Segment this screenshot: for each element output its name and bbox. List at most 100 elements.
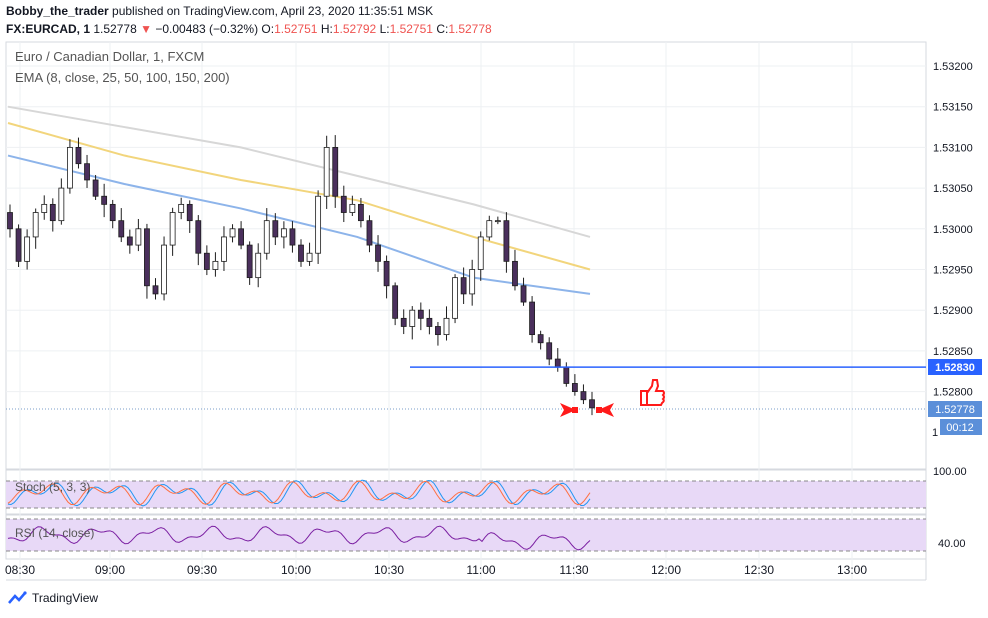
candle-body (426, 317, 433, 327)
stoch-lines (7, 479, 591, 507)
price-tick-label: 1.52800 (933, 387, 973, 399)
countdown-label: 00:12 (946, 422, 974, 434)
time-tick-label: 10:00 (281, 563, 311, 577)
price-tick-label: 1.52950 (933, 265, 973, 277)
instrument-legend[interactable]: Euro / Canadian Dollar, 1, FXCM (15, 49, 204, 64)
footer: TradingView (8, 591, 98, 605)
rsi-axis-tick: 40.00 (938, 538, 966, 550)
ema-line (7, 154, 591, 295)
candle-body (435, 326, 441, 336)
time-tick-label: 12:00 (651, 563, 681, 577)
level-price-label: 1.52830 (935, 362, 975, 374)
rsi-series-line (7, 525, 591, 551)
candle-body (494, 220, 501, 223)
high-value: 1.52792 (332, 22, 377, 36)
candle-body (537, 334, 544, 344)
candle-body (512, 260, 518, 287)
candle-body (58, 187, 65, 222)
ema-line (7, 122, 591, 271)
stoch-legend[interactable]: Stoch (5, 3, 3) (15, 480, 90, 494)
candle-body (580, 391, 587, 401)
candle-body (186, 203, 193, 222)
candle-body (195, 220, 202, 254)
candle-body (452, 277, 458, 319)
candle-body (24, 236, 31, 262)
main-pane[interactable] (5, 41, 927, 470)
candle-body (520, 285, 527, 303)
candle-body (229, 228, 236, 238)
price-tick-label: 1.53050 (933, 183, 973, 195)
ema-legend[interactable]: EMA (8, close, 25, 50, 100, 150, 200) (15, 70, 230, 85)
candle-body (289, 228, 296, 246)
time-tick-label: 13:00 (837, 563, 867, 577)
candle-body (263, 220, 270, 254)
candle-body (101, 195, 108, 205)
stoch-band (6, 481, 926, 508)
candle-body (32, 212, 39, 238)
low-value: 1.52751 (389, 22, 433, 36)
last-price-label: 1.52778 (935, 404, 975, 416)
candle-body (7, 212, 13, 230)
candle-body (118, 220, 125, 238)
time-axis-ticks: 08:30 09:00 09:30 10:00 10:30 11:00 11:30 12:00… (5, 563, 867, 577)
countdown-tag (940, 419, 982, 435)
candle-body (469, 269, 476, 295)
ema-lines (7, 105, 591, 295)
candle-body (486, 220, 493, 238)
candles (7, 135, 595, 416)
candle-body (554, 358, 561, 368)
last-price-tag (928, 401, 982, 417)
time-tick-label: 08:30 (5, 563, 35, 577)
candle-body (92, 179, 99, 197)
stoch-d-line (7, 480, 591, 506)
time-tick-label: 12:30 (744, 563, 774, 577)
symbol-label: FX:EURCAD, 1 (6, 22, 91, 36)
candle-body (366, 220, 373, 246)
red-arrows-icon (560, 403, 614, 417)
ema-line (7, 105, 591, 238)
footer-brand[interactable]: TradingView (32, 591, 99, 605)
candle-body (212, 260, 219, 270)
candle-body (589, 399, 595, 409)
candle-body (298, 244, 304, 262)
open-label: O: (261, 22, 275, 36)
tradingview-logo-icon (8, 591, 27, 604)
candle-body (144, 228, 150, 287)
open-value: 1.52751 (274, 22, 318, 36)
candle-body (152, 285, 159, 295)
price-tick-label: 1.52900 (933, 305, 973, 317)
candle-body (41, 203, 48, 213)
candle-body (375, 244, 381, 262)
candle-body (84, 163, 90, 181)
time-tick-label: 11:30 (559, 563, 588, 577)
candle-body (460, 277, 467, 295)
candle-body (246, 244, 253, 279)
rsi-legend[interactable]: RSI (14, close) (15, 526, 94, 540)
partial-tick-label: 1 (932, 427, 938, 439)
rsi-band (6, 519, 926, 551)
time-tick-label: 09:30 (187, 563, 217, 577)
time-tick-label: 11:00 (466, 563, 495, 577)
candle-body (178, 203, 185, 213)
price-tick-label: 1.53150 (933, 102, 973, 114)
candle-body (571, 383, 578, 392)
price-tick-label: 1.53200 (933, 61, 973, 73)
candle-body (280, 228, 287, 238)
time-tick-label: 10:30 (374, 563, 404, 577)
candle-body (75, 146, 82, 165)
candle-body (67, 146, 73, 189)
candle-body (529, 301, 535, 336)
candle-body (383, 260, 390, 287)
level-price-tag (928, 359, 982, 375)
candle-body (400, 317, 407, 327)
candle-body (332, 146, 339, 197)
candle-body (109, 203, 116, 222)
candle-body (135, 228, 142, 246)
candle-body (392, 285, 399, 319)
stoch-axis-tick: 100.00 (933, 466, 967, 478)
author-name[interactable]: Bobby_the_trader (6, 4, 109, 18)
candle-body (255, 252, 262, 279)
candle-body (126, 236, 133, 246)
candle-body (546, 342, 553, 360)
